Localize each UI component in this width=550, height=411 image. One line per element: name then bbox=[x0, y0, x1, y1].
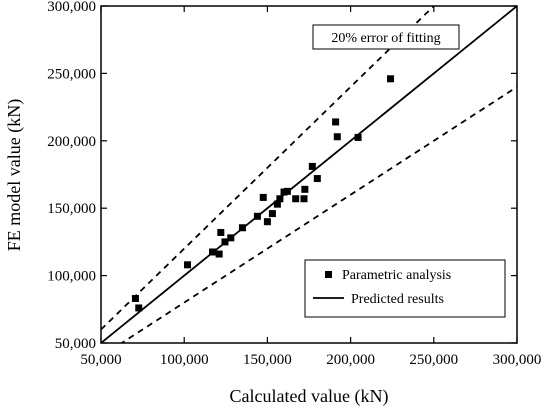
data-point-8 bbox=[238, 224, 246, 232]
data-point-25 bbox=[387, 75, 395, 83]
y-tick-label: 150,000 bbox=[47, 201, 96, 217]
data-point-24 bbox=[354, 133, 362, 141]
fit-lines bbox=[101, 6, 517, 343]
x-tick-label: 150,000 bbox=[243, 352, 292, 368]
y-tick-label: 100,000 bbox=[47, 269, 96, 285]
plot-frame bbox=[100, 5, 518, 344]
x-axis-title: Calculated value (kN) bbox=[230, 386, 389, 407]
data-point-23 bbox=[333, 133, 341, 141]
data-points bbox=[131, 75, 395, 312]
data-point-14 bbox=[276, 195, 284, 203]
x-tick-label: 250,000 bbox=[409, 352, 458, 368]
legend-box bbox=[304, 259, 506, 318]
data-point-13 bbox=[273, 200, 281, 208]
y-axis-title: FE model value (kN) bbox=[4, 99, 25, 251]
y-tick-label: 50,000 bbox=[55, 336, 96, 352]
annotation-box bbox=[312, 24, 460, 50]
data-point-16 bbox=[283, 187, 291, 195]
data-point-19 bbox=[301, 185, 309, 193]
data-point-1 bbox=[135, 304, 143, 312]
data-point-9 bbox=[253, 212, 261, 220]
data-point-0 bbox=[131, 295, 139, 303]
data-point-5 bbox=[217, 228, 225, 236]
data-point-7 bbox=[227, 234, 235, 242]
data-point-11 bbox=[263, 218, 271, 226]
y-tick-label: 200,000 bbox=[47, 134, 96, 150]
data-point-17 bbox=[292, 195, 300, 203]
data-point-22 bbox=[332, 118, 340, 126]
error-annotation: 20% error of fitting bbox=[312, 24, 460, 50]
x-tick-label: 100,000 bbox=[160, 352, 209, 368]
x-tick-label: 50,000 bbox=[80, 352, 121, 368]
annotation-text: 20% error of fitting bbox=[331, 31, 440, 46]
x-tick-labels: 50,000 100,000 150,000 200,000 250,000 300,00… bbox=[80, 352, 541, 368]
y-tick-label: 250,000 bbox=[47, 66, 96, 82]
data-point-20 bbox=[308, 162, 316, 170]
legend-marker-square bbox=[325, 271, 332, 278]
axis-ticks bbox=[100, 5, 518, 344]
data-point-18 bbox=[300, 195, 308, 203]
legend-label-predicted: Predicted results bbox=[351, 292, 444, 307]
data-point-2 bbox=[184, 261, 192, 269]
x-tick-label: 300,000 bbox=[493, 352, 542, 368]
y-tick-labels: 50,000 100,000 150,000 200,000 250,000 300,00… bbox=[47, 0, 96, 352]
y-tick-label: 300,000 bbox=[47, 0, 96, 15]
data-point-4 bbox=[215, 250, 223, 258]
data-point-6 bbox=[221, 238, 229, 246]
data-point-10 bbox=[259, 193, 267, 201]
error-bound-line-1 bbox=[120, 86, 517, 343]
legend: Parametric analysis Predicted results bbox=[304, 259, 506, 318]
data-point-21 bbox=[313, 175, 321, 183]
legend-label-parametric: Parametric analysis bbox=[342, 268, 451, 283]
data-point-12 bbox=[268, 210, 276, 218]
data-point-3 bbox=[208, 248, 216, 256]
error-bound-line-0 bbox=[101, 6, 435, 331]
predicted-line bbox=[101, 6, 517, 343]
x-tick-label: 200,000 bbox=[326, 352, 375, 368]
